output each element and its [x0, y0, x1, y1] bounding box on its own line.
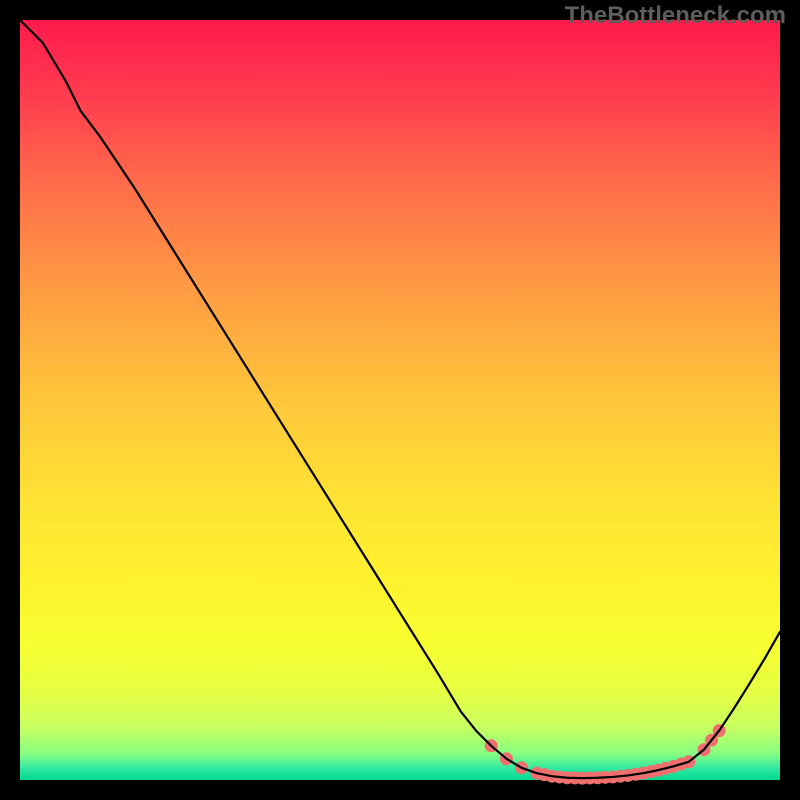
- curve-line: [20, 20, 780, 778]
- curve-markers: [485, 724, 726, 785]
- chart-stage: TheBottleneck.com: [0, 0, 800, 800]
- source-watermark: TheBottleneck.com: [565, 2, 786, 30]
- chart-overlay: [0, 0, 800, 800]
